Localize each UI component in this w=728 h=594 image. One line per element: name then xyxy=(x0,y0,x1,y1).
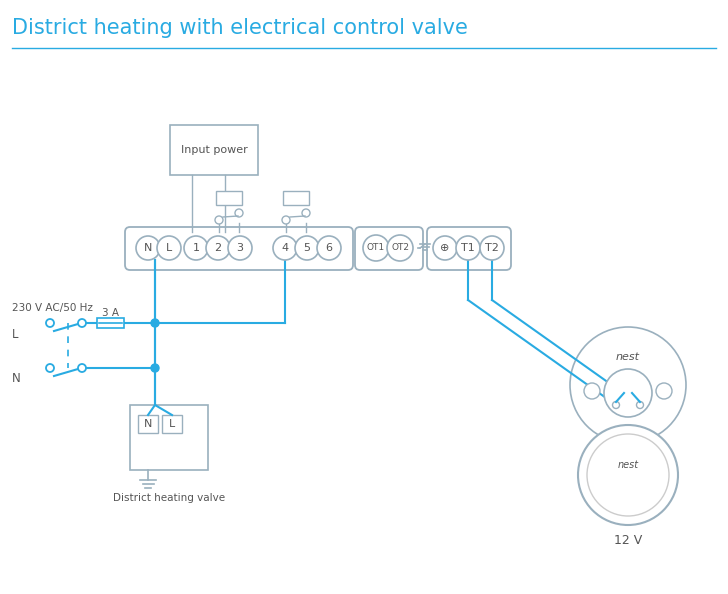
Circle shape xyxy=(604,369,652,417)
Text: N: N xyxy=(144,419,152,429)
FancyBboxPatch shape xyxy=(138,415,158,433)
Text: L: L xyxy=(166,243,172,253)
Circle shape xyxy=(317,236,341,260)
FancyBboxPatch shape xyxy=(283,191,309,205)
Circle shape xyxy=(151,319,159,327)
Text: N: N xyxy=(144,243,152,253)
Circle shape xyxy=(273,236,297,260)
Text: L: L xyxy=(169,419,175,429)
Text: 6: 6 xyxy=(325,243,333,253)
Circle shape xyxy=(363,235,389,261)
Circle shape xyxy=(235,209,243,217)
Text: OT1: OT1 xyxy=(367,244,385,252)
Text: 3: 3 xyxy=(237,243,243,253)
Circle shape xyxy=(206,236,230,260)
Circle shape xyxy=(612,402,620,409)
Circle shape xyxy=(456,236,480,260)
FancyBboxPatch shape xyxy=(162,415,182,433)
Text: OT2: OT2 xyxy=(391,244,409,252)
Circle shape xyxy=(387,235,413,261)
Text: T1: T1 xyxy=(461,243,475,253)
Circle shape xyxy=(302,209,310,217)
Circle shape xyxy=(282,216,290,224)
Circle shape xyxy=(184,236,208,260)
Text: L: L xyxy=(12,328,18,342)
Text: 12 V: 12 V xyxy=(614,533,642,546)
FancyBboxPatch shape xyxy=(125,227,353,270)
Circle shape xyxy=(636,402,644,409)
Text: District heating valve: District heating valve xyxy=(113,493,225,503)
FancyBboxPatch shape xyxy=(427,227,511,270)
FancyBboxPatch shape xyxy=(97,318,124,328)
Circle shape xyxy=(295,236,319,260)
Circle shape xyxy=(480,236,504,260)
Circle shape xyxy=(656,383,672,399)
Text: District heating with electrical control valve: District heating with electrical control… xyxy=(12,18,468,38)
FancyBboxPatch shape xyxy=(130,405,208,470)
FancyBboxPatch shape xyxy=(355,227,423,270)
Circle shape xyxy=(228,236,252,260)
Circle shape xyxy=(570,327,686,443)
Text: nest: nest xyxy=(616,352,640,362)
Text: 1: 1 xyxy=(192,243,199,253)
Circle shape xyxy=(578,425,678,525)
Circle shape xyxy=(78,364,86,372)
Text: 3 A: 3 A xyxy=(102,308,119,318)
Text: nest: nest xyxy=(617,460,638,470)
Circle shape xyxy=(587,434,669,516)
Text: 2: 2 xyxy=(215,243,221,253)
FancyBboxPatch shape xyxy=(170,125,258,175)
Text: ⊕: ⊕ xyxy=(440,243,450,253)
Circle shape xyxy=(78,319,86,327)
Circle shape xyxy=(584,383,600,399)
Text: 230 V AC/50 Hz: 230 V AC/50 Hz xyxy=(12,303,93,313)
Text: 4: 4 xyxy=(282,243,288,253)
Circle shape xyxy=(151,364,159,372)
Text: 5: 5 xyxy=(304,243,311,253)
FancyBboxPatch shape xyxy=(216,191,242,205)
Circle shape xyxy=(157,236,181,260)
Circle shape xyxy=(46,364,54,372)
Circle shape xyxy=(433,236,457,260)
Text: N: N xyxy=(12,371,21,384)
Circle shape xyxy=(215,216,223,224)
Circle shape xyxy=(46,319,54,327)
Text: Input power: Input power xyxy=(181,145,248,155)
Text: T2: T2 xyxy=(485,243,499,253)
Circle shape xyxy=(136,236,160,260)
